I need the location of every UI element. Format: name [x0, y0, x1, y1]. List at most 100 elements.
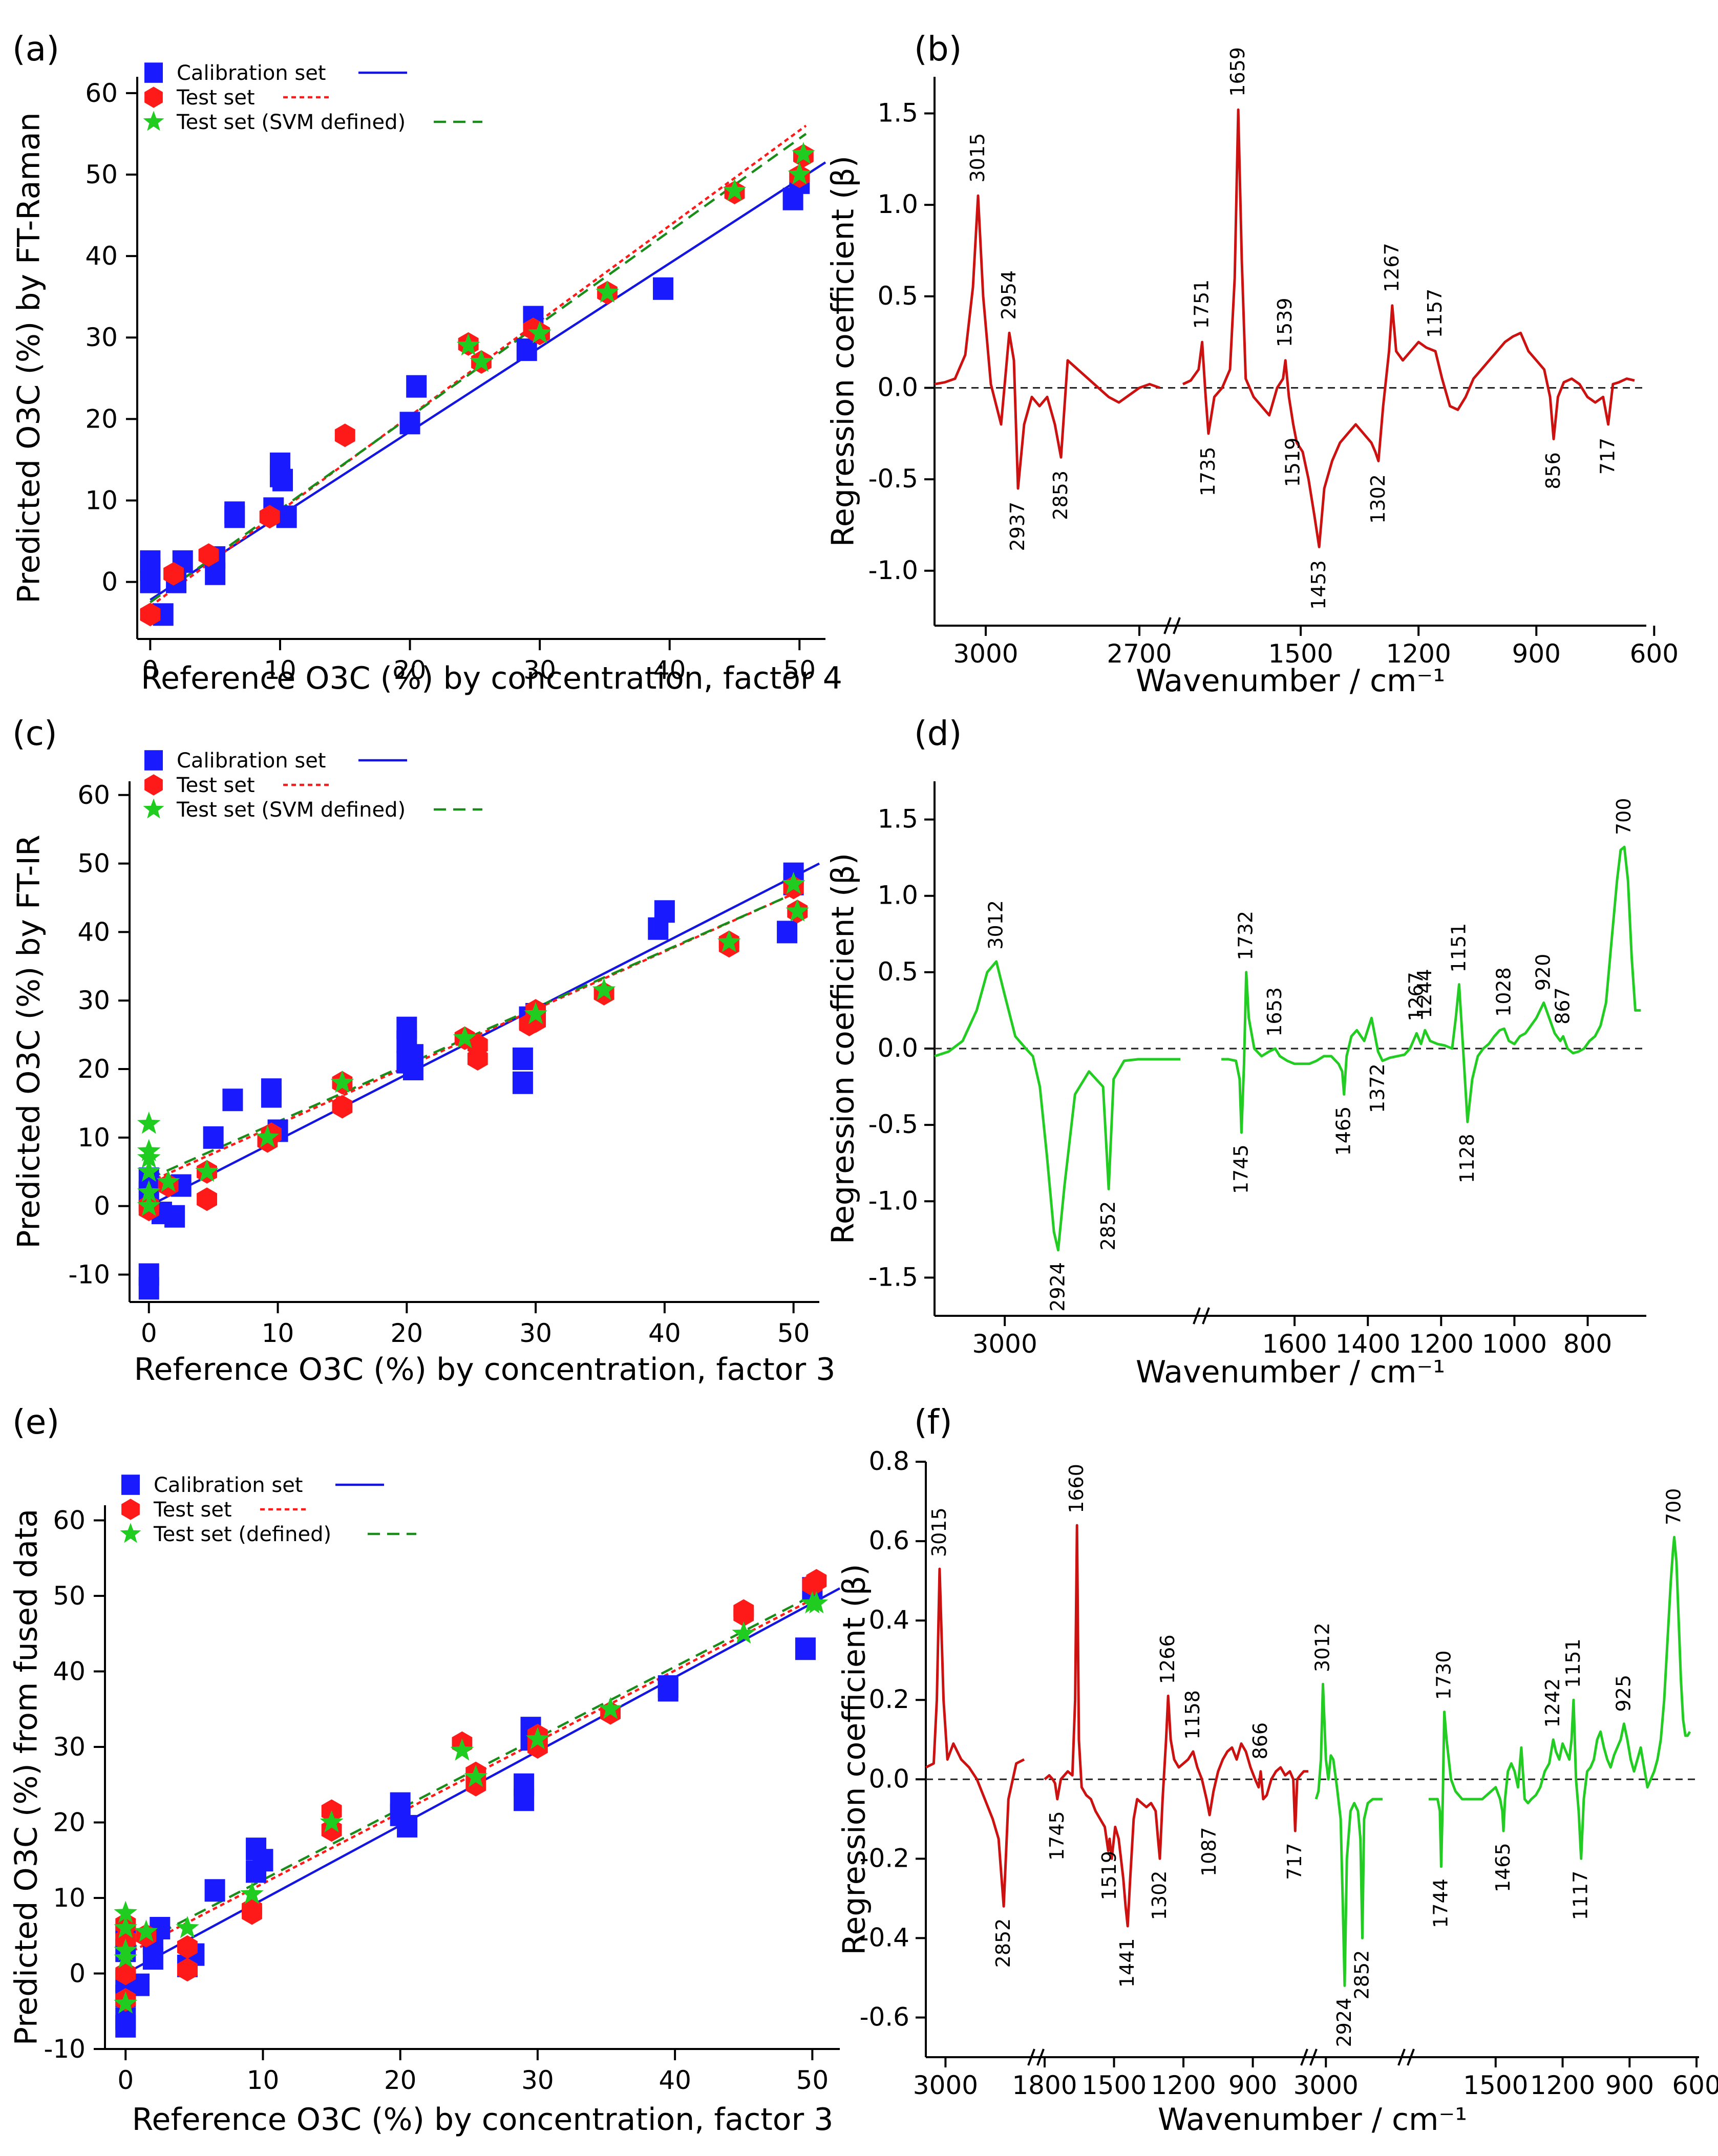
data-point-hexagon [163, 562, 184, 586]
peak-label: 1302 [1367, 474, 1389, 524]
peak-label: 1128 [1456, 1134, 1478, 1183]
data-point-square [512, 1071, 533, 1094]
x-tick-label: 3000 [1293, 2070, 1359, 2100]
y-tick-label: 0.0 [868, 1764, 909, 1794]
peak-label: 3012 [1311, 1623, 1333, 1672]
x-tick-label: 3000 [972, 1329, 1037, 1359]
data-point-square [272, 468, 293, 492]
axis-break [1193, 1307, 1201, 1325]
y-tick-label: 50 [85, 160, 118, 189]
x-tick-label: 900 [1605, 2070, 1654, 2100]
axis-break [1202, 1307, 1210, 1325]
panel-label: (b) [914, 29, 962, 69]
data-point-star [599, 1697, 622, 1719]
data-point-hexagon [332, 1095, 353, 1119]
data-point-hexagon [198, 543, 219, 567]
peak-label: 3015 [928, 1507, 950, 1557]
y-tick-label: 50 [77, 849, 110, 879]
data-point-square [222, 1088, 243, 1112]
x-tick-label: 1200 [1151, 2070, 1216, 2100]
x-axis-label: Wavenumber / cm⁻¹ [1136, 663, 1445, 699]
peak-label: 867 [1552, 987, 1574, 1024]
peak-label: 1267 [1381, 243, 1403, 292]
x-tick-label: 1600 [1262, 1329, 1327, 1359]
x-tick-label: 50 [796, 2065, 829, 2095]
data-point-star [788, 162, 812, 185]
peak-label: 1745 [1229, 1144, 1252, 1194]
y-tick-label: 50 [53, 1581, 86, 1611]
data-point-hexagon [242, 1897, 262, 1922]
data-point-star [240, 1882, 264, 1904]
axis-break [1027, 2048, 1035, 2066]
data-point-star [456, 333, 480, 356]
data-point-hexagon [177, 1935, 198, 1959]
data-point-hexagon [733, 1599, 754, 1623]
data-point-square [204, 1879, 225, 1902]
peak-label: 2852 [1351, 1950, 1373, 2000]
data-point-star [453, 1026, 477, 1049]
y-tick-label: 0.2 [868, 1684, 909, 1714]
data-point-square [399, 412, 420, 435]
data-point-star [137, 1146, 161, 1168]
peak-label: 2852 [1097, 1201, 1119, 1251]
x-tick-label: 1500 [1268, 639, 1333, 669]
y-tick-label: 1.5 [877, 804, 918, 834]
data-point-square [402, 1058, 423, 1081]
peak-label: 1028 [1492, 967, 1515, 1017]
legend-label: Calibration set [154, 1474, 303, 1497]
peak-label: 1660 [1065, 1464, 1088, 1513]
peak-label: 1744 [1429, 1879, 1452, 1928]
spectrum-line [934, 960, 1180, 1252]
data-point-square [203, 1126, 224, 1149]
y-tick-label: -0.6 [859, 2002, 909, 2032]
panel-label: (c) [12, 714, 57, 753]
data-point-star [156, 1169, 180, 1192]
spectrum-line [1429, 1535, 1691, 1868]
y-axis-label: Predicted O3C (%) by FT-Raman [11, 112, 47, 603]
panel-label: (f) [914, 1402, 952, 1442]
peak-label: 1735 [1197, 447, 1219, 497]
data-point-square [140, 550, 161, 573]
x-tick-label: 40 [648, 1318, 681, 1348]
axis-break [1036, 2048, 1045, 2066]
y-tick-label: -10 [44, 2034, 86, 2064]
data-point-hexagon [140, 603, 161, 627]
peak-label: 1519 [1282, 438, 1304, 487]
peak-label: 1087 [1198, 1827, 1220, 1876]
axis-break [1397, 2048, 1406, 2066]
data-point-square [653, 277, 674, 300]
x-tick-label: 900 [1228, 2070, 1277, 2100]
peak-label: 2937 [1006, 502, 1029, 551]
y-tick-label: 1.0 [877, 189, 918, 219]
data-point-star [804, 1591, 829, 1614]
x-tick-label: 30 [521, 2065, 554, 2095]
data-point-square [224, 501, 245, 524]
y-tick-label: 0.0 [877, 1033, 918, 1063]
peak-label: 920 [1532, 954, 1555, 991]
y-tick-label: -0.5 [868, 1109, 918, 1139]
data-point-square [115, 2015, 136, 2038]
fit-line-solid [148, 862, 820, 1207]
x-tick-label: 20 [384, 2065, 417, 2095]
data-point-hexagon [465, 1773, 486, 1797]
data-point-hexagon [197, 1187, 217, 1211]
x-tick-label: 600 [1672, 2070, 1718, 2100]
y-tick-label: 0.5 [877, 281, 918, 311]
x-tick-label: 900 [1512, 639, 1561, 669]
fit-line-dotted [150, 124, 807, 608]
spectrum-line [1182, 108, 1635, 548]
x-tick-label: 1200 [1530, 2070, 1595, 2100]
data-point-star [114, 1946, 138, 1969]
y-tick-label: 20 [85, 404, 118, 434]
spectrum-line [1044, 1524, 1308, 1928]
data-point-star [524, 1002, 547, 1024]
x-tick-label: 3000 [953, 639, 1018, 669]
legend-marker-square [121, 1475, 140, 1495]
data-point-star [320, 1810, 344, 1832]
data-point-star [114, 1991, 138, 2014]
data-point-star [732, 1621, 756, 1644]
panel-label: (a) [12, 29, 59, 69]
y-tick-label: 40 [85, 241, 118, 271]
y-tick-label: 30 [53, 1732, 86, 1762]
peak-label: 1267 [1405, 972, 1427, 1021]
